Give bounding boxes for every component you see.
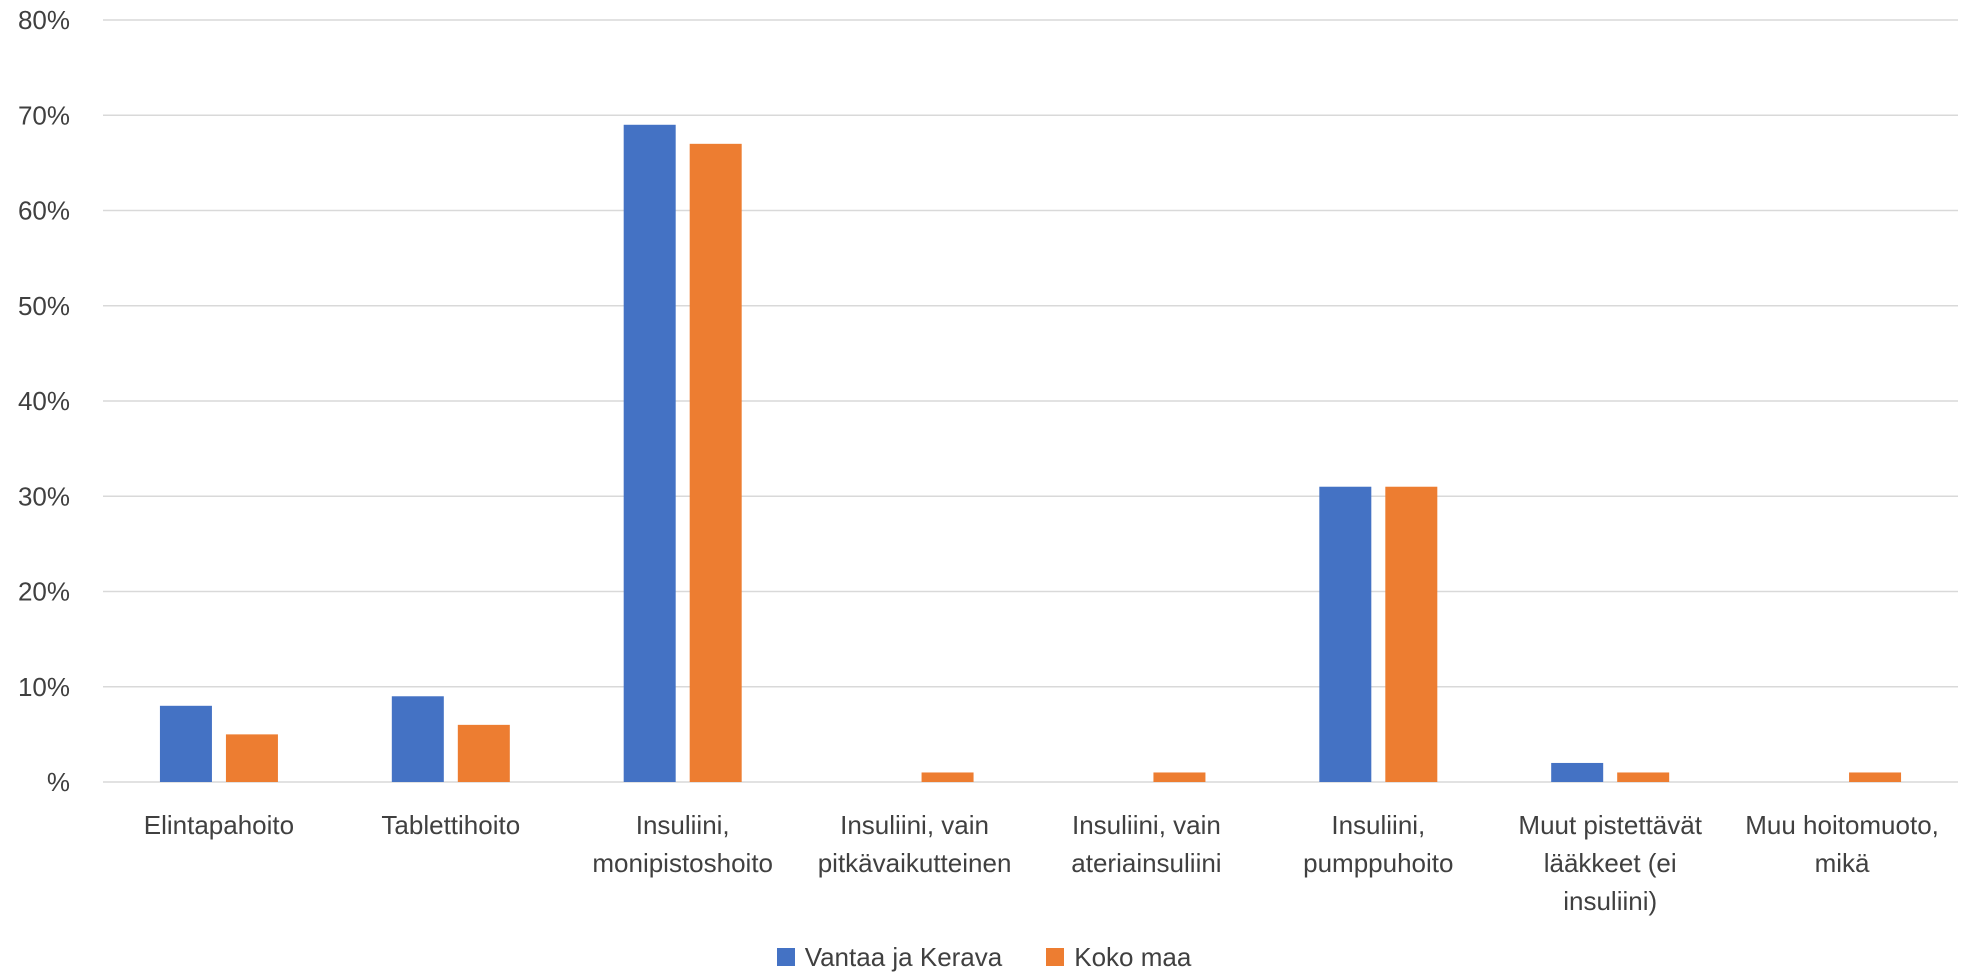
y-tick-label: 40%	[18, 386, 70, 416]
y-tick-label: 50%	[18, 291, 70, 321]
y-tick-label: 30%	[18, 481, 70, 511]
legend-label-vantaa-ja-kerava: Vantaa ja Kerava	[804, 941, 1003, 972]
x-tick-label-muu-hoitomuoto-mika: Muu hoitomuoto, mikä	[1745, 810, 1939, 878]
bar-koko-maa-tablettihoito	[457, 724, 510, 782]
bar-vantaa-ja-kerava-insuliini-monipistoshoito	[623, 124, 676, 782]
legend: Vantaa ja Kerava Koko maa	[0, 940, 1968, 974]
y-tick-label: 70%	[18, 100, 70, 130]
bar-vantaa-ja-kerava-insuliini-pumppuhoito	[1319, 486, 1372, 782]
x-tick-label-elintapahoito: Elintapahoito	[144, 810, 294, 840]
bar-koko-maa-muu-hoitomuoto-mika	[1849, 772, 1902, 782]
bar-vantaa-ja-kerava-elintapahoito	[159, 705, 212, 782]
x-tick-label-insuliini-pumppuhoito: Insuliini, pumppuhoito	[1303, 810, 1453, 878]
x-tick-label-insuliini-vain-pitkavaikutteinen: Insuliini, vain pitkävaikutteinen	[818, 810, 1012, 878]
legend-label-koko-maa: Koko maa	[1074, 941, 1192, 972]
x-tick-label-insuliini-vain-ateriainsuliini: Insuliini, vain ateriainsuliini	[1071, 810, 1221, 878]
x-tick-label-insuliini-monipistoshoito: Insuliini, monipistoshoito	[592, 810, 773, 878]
x-tick-label-muut-pistettavat-laakkeet-ei-insuliini: Muut pistettävät lääkkeet (ei insuliini)	[1518, 810, 1702, 916]
y-tick-label: 20%	[18, 577, 70, 607]
x-tick-label-tablettihoito: Tablettihoito	[381, 810, 520, 840]
bar-koko-maa-insuliini-monipistoshoito	[689, 143, 742, 782]
legend-swatch-koko-maa	[1046, 948, 1065, 966]
bar-vantaa-ja-kerava-tablettihoito	[391, 696, 444, 782]
bar-koko-maa-muut-pistettavat-laakkeet-ei-insuliini	[1617, 772, 1670, 782]
legend-swatch-vantaa-ja-kerava	[776, 948, 795, 966]
bar-koko-maa-insuliini-pumppuhoito	[1385, 486, 1438, 782]
y-tick-label: 60%	[18, 196, 70, 226]
legend-item-vantaa-ja-kerava: Vantaa ja Kerava	[776, 941, 1003, 973]
y-tick-label: %	[47, 767, 70, 797]
legend-item-koko-maa: Koko maa	[1046, 942, 1191, 973]
y-tick-label: 80%	[18, 5, 70, 35]
y-tick-label: 10%	[18, 672, 70, 702]
bar-vantaa-ja-kerava-muut-pistettavat-laakkeet-ei-insuliini	[1551, 762, 1604, 782]
bar-koko-maa-insuliini-vain-ateriainsuliini	[1153, 772, 1206, 782]
bar-koko-maa-insuliini-vain-pitkavaikutteinen	[921, 772, 974, 782]
bar-koko-maa-elintapahoito	[225, 734, 278, 782]
